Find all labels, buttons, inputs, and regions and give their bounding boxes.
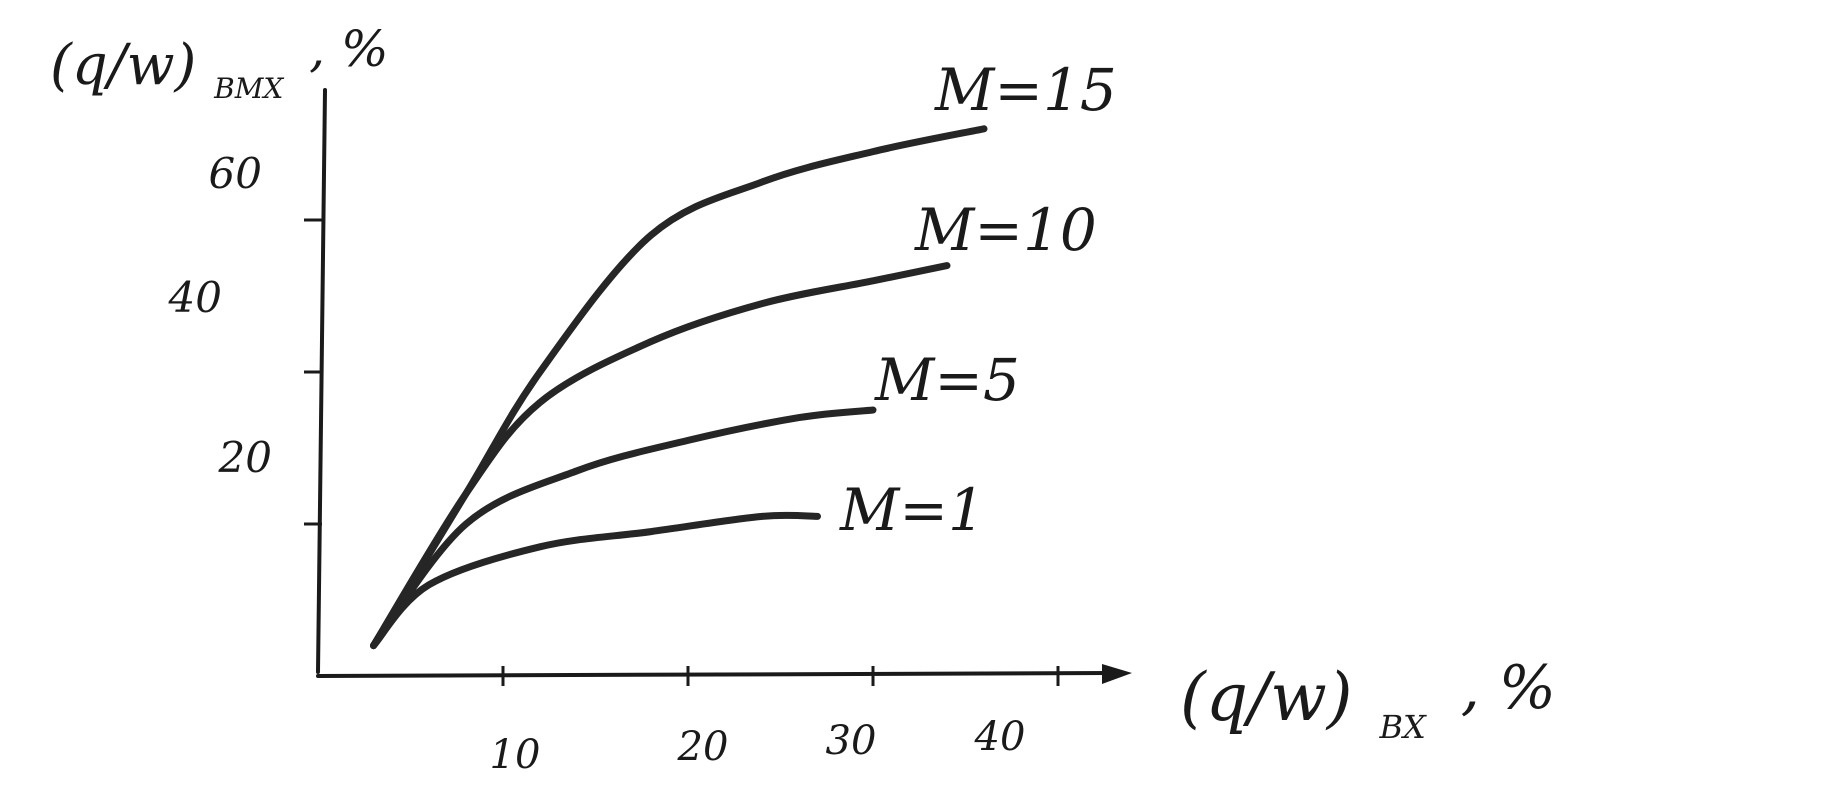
axes bbox=[316, 88, 1132, 684]
x-axis-arrow bbox=[1102, 664, 1132, 684]
x-axis-label-main: (q/w) bbox=[1180, 659, 1352, 736]
y-tick-labels: 20 40 60 bbox=[168, 149, 272, 482]
y-axis-label: (q/w) BMX , % bbox=[50, 20, 388, 112]
x-tick-label: 10 bbox=[490, 732, 541, 778]
x-tick-label: 20 bbox=[677, 724, 729, 770]
x-axis-label-sub: BX bbox=[1378, 708, 1427, 746]
y-axis-label-sub: BMX bbox=[213, 72, 284, 105]
series-label: M=5 bbox=[874, 346, 1020, 414]
series-label: M=15 bbox=[934, 56, 1117, 124]
x-tick-label: 30 bbox=[826, 718, 877, 764]
series-line bbox=[370, 511, 821, 650]
y-axis-label-main: (q/w) bbox=[50, 33, 196, 98]
y-tick-label: 60 bbox=[209, 149, 262, 198]
x-axis bbox=[316, 671, 1112, 678]
series-line bbox=[370, 406, 877, 650]
series-label: M=1 bbox=[839, 476, 985, 544]
series-label: M=10 bbox=[914, 196, 1097, 264]
ticks bbox=[304, 218, 1060, 686]
y-axis bbox=[316, 88, 327, 674]
y-axis-label-suffix: , % bbox=[309, 20, 388, 78]
x-axis-label: (q/w) BX , % bbox=[1180, 653, 1556, 754]
series-line bbox=[370, 262, 951, 650]
series-labels: M=15 M=10 M=5 M=1 bbox=[839, 56, 1117, 544]
curves bbox=[370, 125, 988, 650]
x-axis-label-suffix: , % bbox=[1461, 653, 1556, 723]
x-tick-labels: 10 20 30 40 bbox=[490, 714, 1026, 778]
y-tick-label: 20 bbox=[218, 433, 272, 482]
y-tick-label: 40 bbox=[168, 273, 222, 322]
x-tick-label: 40 bbox=[974, 714, 1026, 760]
